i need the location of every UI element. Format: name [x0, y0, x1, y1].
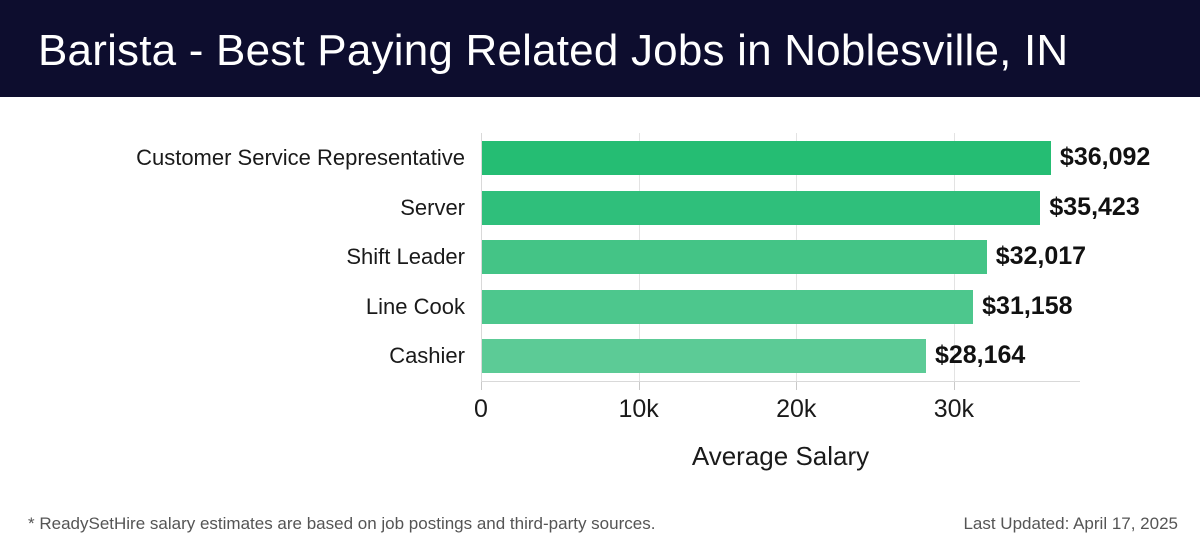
- bar[interactable]: [482, 240, 987, 275]
- category-label-slot: Server: [0, 183, 466, 233]
- category-label: Shift Leader: [346, 244, 465, 270]
- bar[interactable]: [482, 141, 1051, 175]
- bar-value-label: $28,164: [934, 341, 1026, 370]
- x-tick: [953, 382, 955, 390]
- category-label: Customer Service Representative: [136, 145, 465, 170]
- header-band: Barista - Best Paying Related Jobs in No…: [0, 0, 1200, 97]
- bar-value-label: $31,158: [982, 291, 1073, 320]
- bar-value-label: $36,092: [1059, 143, 1151, 171]
- x-tick: [796, 382, 798, 390]
- x-axis-title: Average Salary: [691, 441, 870, 471]
- category-label: Server: [400, 194, 465, 220]
- category-label: Line Cook: [365, 293, 465, 319]
- category-label-slot: Line Cook: [0, 282, 466, 332]
- category-label-slot: Cashier: [0, 331, 466, 381]
- footer-last-updated: Last Updated: April 17, 2025: [963, 514, 1178, 533]
- category-label: Cashier: [389, 343, 465, 369]
- bar-value-label: $35,423: [1049, 192, 1140, 221]
- bar[interactable]: [482, 190, 1041, 225]
- x-axis-line: [481, 381, 1080, 382]
- x-tick: [638, 382, 640, 390]
- plot-area: 0 10k 20k 30k $36,092 $35,423 $32,017 $3…: [474, 133, 1150, 423]
- x-tick-label: 10k: [618, 395, 659, 423]
- bar[interactable]: [482, 339, 926, 374]
- category-axis-labels: Customer Service Representative Server S…: [0, 133, 466, 381]
- footer-disclaimer: * ReadySetHire salary estimates are base…: [28, 514, 656, 533]
- category-label-slot: Shift Leader: [0, 232, 466, 282]
- y-axis-line: [481, 133, 482, 381]
- x-tick-label: 20k: [776, 395, 817, 423]
- x-tick-label: 0: [474, 395, 488, 423]
- page-title: Barista - Best Paying Related Jobs in No…: [38, 26, 1069, 75]
- category-label-slot: Customer Service Representative: [0, 133, 466, 183]
- bar-value-label: $32,017: [995, 242, 1087, 271]
- bar-chart: Customer Service Representative Server S…: [0, 97, 1200, 497]
- x-tick-label: 30k: [933, 395, 975, 423]
- x-tick: [481, 382, 482, 390]
- bar[interactable]: [482, 289, 974, 324]
